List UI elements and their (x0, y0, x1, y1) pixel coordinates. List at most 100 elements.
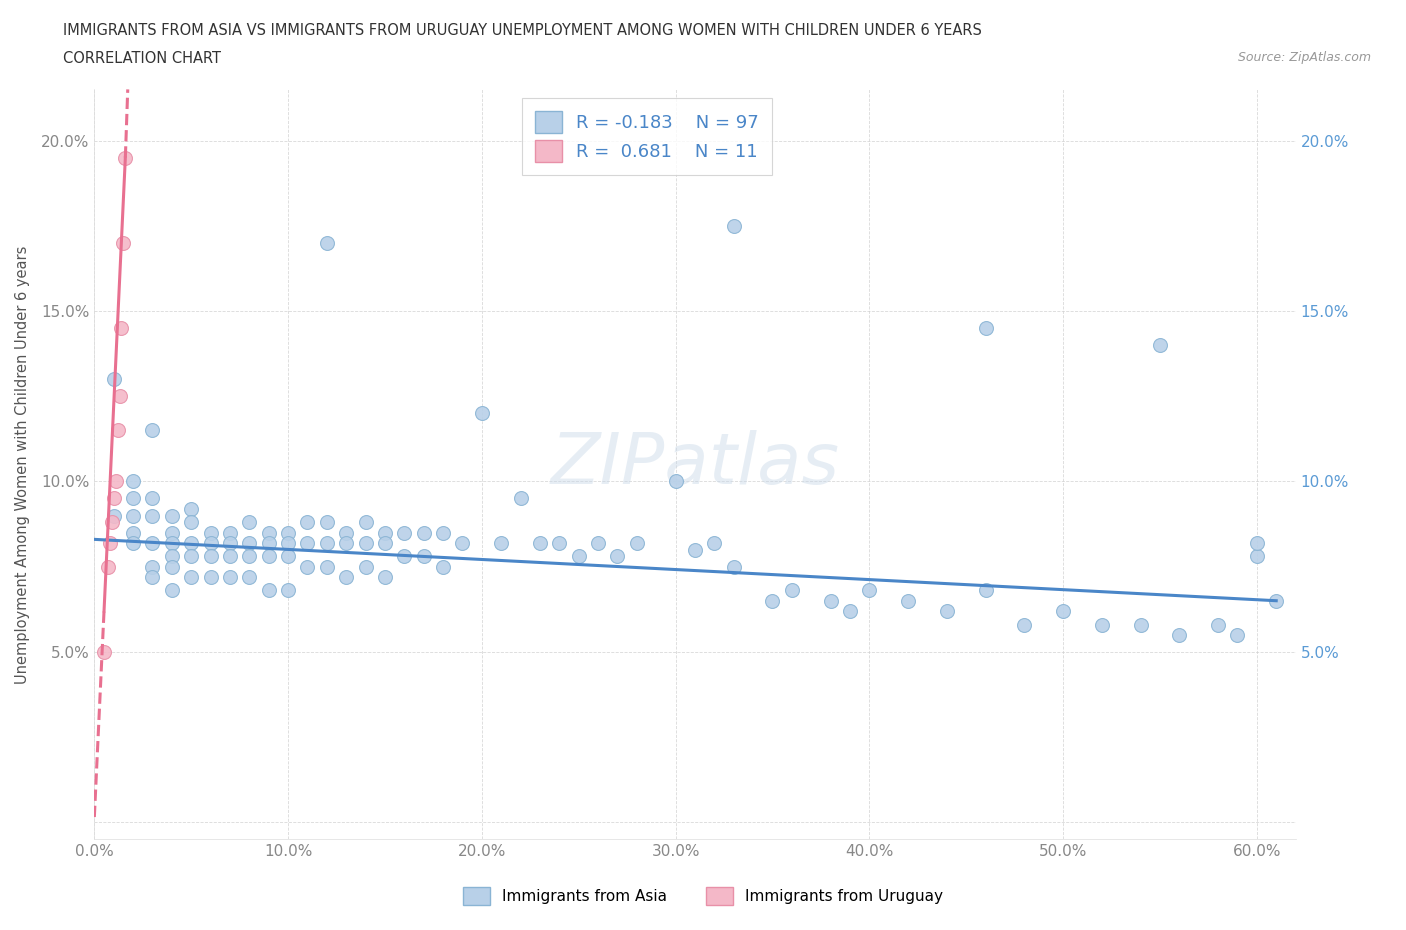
Point (315, 559, 337, 574)
Point (1265, 593, 1288, 608)
Text: IMMIGRANTS FROM ASIA VS IMMIGRANTS FROM URUGUAY UNEMPLOYMENT AMONG WOMEN WITH CH: IMMIGRANTS FROM ASIA VS IMMIGRANTS FROM … (63, 23, 983, 38)
Point (335, 536, 357, 551)
Point (1168, 628, 1191, 643)
Point (568, 549, 591, 564)
Point (277, 525, 299, 540)
Point (122, 474, 145, 489)
Point (141, 569, 163, 584)
Point (160, 525, 183, 540)
Point (257, 525, 280, 540)
Point (93, 644, 115, 659)
Point (257, 583, 280, 598)
Point (974, 321, 997, 336)
Point (315, 235, 337, 250)
Point (238, 515, 260, 530)
Point (297, 559, 319, 574)
Point (761, 593, 783, 608)
Point (683, 542, 706, 557)
Point (489, 536, 512, 551)
Point (354, 559, 377, 574)
Point (141, 559, 163, 574)
Point (858, 583, 880, 598)
Point (297, 536, 319, 551)
Point (180, 569, 202, 584)
Point (897, 593, 920, 608)
Point (297, 515, 319, 530)
Point (451, 536, 474, 551)
Point (354, 515, 377, 530)
Point (703, 536, 725, 551)
Point (103, 491, 125, 506)
Point (1014, 618, 1036, 632)
Point (1091, 618, 1114, 632)
Point (238, 569, 260, 584)
Point (1246, 536, 1268, 551)
Point (1149, 338, 1171, 352)
Point (219, 549, 242, 564)
Point (122, 536, 145, 551)
Point (180, 515, 202, 530)
Point (219, 525, 242, 540)
Point (509, 491, 531, 506)
Point (160, 508, 183, 523)
Point (160, 559, 183, 574)
Point (315, 515, 337, 530)
Point (723, 219, 745, 233)
Point (277, 536, 299, 551)
Point (110, 321, 132, 336)
Text: Source: ZipAtlas.com: Source: ZipAtlas.com (1237, 51, 1371, 64)
Point (160, 536, 183, 551)
Point (839, 604, 862, 618)
Point (315, 536, 337, 551)
Point (257, 536, 280, 551)
Point (1206, 618, 1229, 632)
Point (1129, 618, 1152, 632)
Point (97, 559, 120, 574)
Point (626, 536, 648, 551)
Point (122, 508, 145, 523)
Point (98, 536, 121, 551)
Text: ZIPatlas: ZIPatlas (551, 430, 839, 498)
Point (335, 525, 357, 540)
Point (200, 525, 222, 540)
Point (277, 583, 299, 598)
Point (394, 525, 416, 540)
Point (180, 549, 202, 564)
Point (432, 525, 454, 540)
Point (374, 569, 396, 584)
Point (160, 549, 183, 564)
Legend: Immigrants from Asia, Immigrants from Uruguay: Immigrants from Asia, Immigrants from Ur… (456, 879, 950, 913)
Point (141, 536, 163, 551)
Point (141, 508, 163, 523)
Point (160, 583, 183, 598)
Point (141, 423, 163, 438)
Point (108, 389, 131, 404)
Point (219, 569, 242, 584)
Point (586, 536, 609, 551)
Point (529, 536, 551, 551)
Point (141, 491, 163, 506)
Point (471, 405, 494, 420)
Point (122, 525, 145, 540)
Point (820, 593, 842, 608)
Point (606, 549, 628, 564)
Point (1226, 628, 1249, 643)
Point (665, 474, 688, 489)
Point (277, 549, 299, 564)
Point (104, 474, 127, 489)
Point (103, 372, 125, 387)
Point (374, 525, 396, 540)
Point (374, 536, 396, 551)
Point (238, 549, 260, 564)
Point (335, 569, 357, 584)
Y-axis label: Unemployment Among Women with Children Under 6 years: Unemployment Among Women with Children U… (15, 246, 30, 684)
Point (200, 549, 222, 564)
Point (723, 559, 745, 574)
Point (114, 150, 136, 165)
Point (103, 508, 125, 523)
Point (180, 536, 202, 551)
Point (432, 559, 454, 574)
Point (112, 235, 135, 250)
Point (974, 583, 997, 598)
Point (548, 536, 571, 551)
